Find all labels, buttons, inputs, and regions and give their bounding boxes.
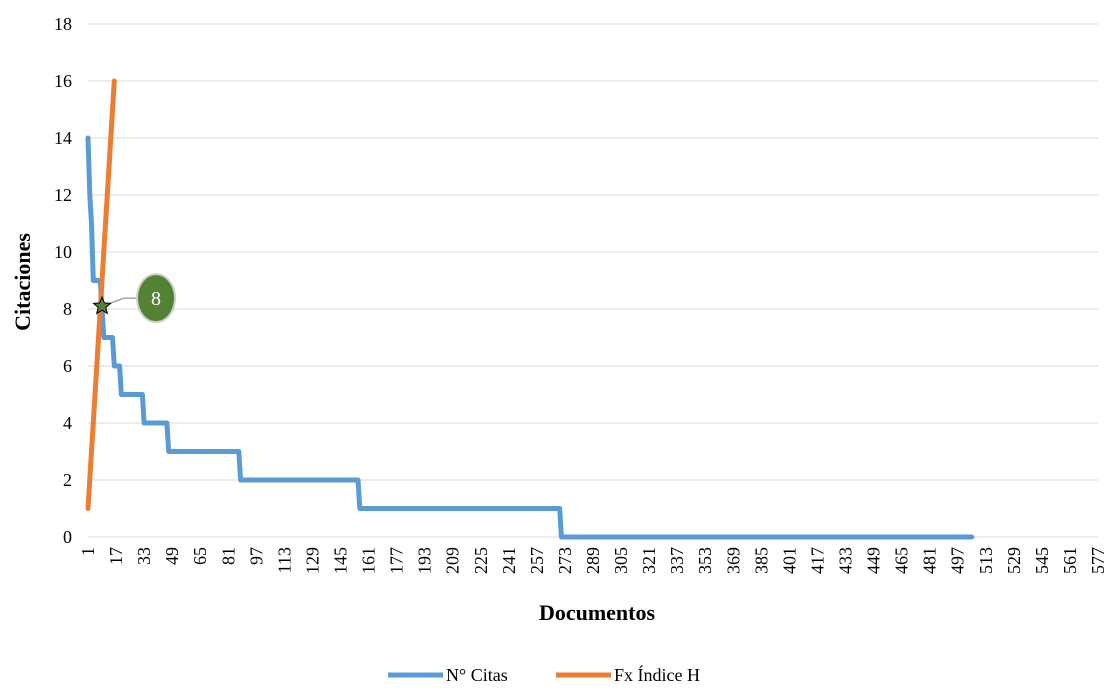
x-tick-label: 545 [1032,547,1052,574]
series-line-1 [85,78,117,511]
x-tick-label: 209 [443,547,463,574]
y-tick-label: 6 [63,356,72,376]
x-tick-label: 417 [807,547,827,574]
x-tick-label: 321 [639,547,659,574]
x-tick-label: 33 [134,547,154,565]
x-axis-title: Documentos [539,600,656,625]
x-tick-label: 433 [836,547,856,574]
y-tick-label: 12 [54,185,72,205]
y-tick-label: 8 [63,299,72,319]
x-tick-label: 1 [78,547,98,556]
intersection-annotation: 8 [92,273,177,324]
x-tick-label: 49 [162,547,182,565]
y-tick-label: 18 [54,14,72,34]
x-tick-label: 529 [1004,547,1024,574]
legend-label-0: N° Citas [446,665,508,685]
y-tick-label: 2 [63,470,72,490]
y-axis-ticks: 0 2 4 6 8 10 12 14 16 18 [54,14,72,547]
legend-label-1: Fx Índice H [614,664,700,685]
x-tick-label: 385 [751,547,771,574]
x-tick-label: 65 [190,547,210,565]
y-tick-label: 0 [63,527,72,547]
x-tick-label: 513 [976,547,996,574]
y-axis-title: Citaciones [10,233,35,331]
x-tick-label: 401 [779,547,799,574]
x-tick-label: 145 [331,547,351,574]
x-tick-label: 497 [948,547,968,574]
x-tick-label: 449 [864,547,884,574]
series-lines [85,78,975,540]
y-tick-label: 16 [54,71,72,91]
x-tick-label: 161 [359,547,379,574]
callout-label: 8 [151,288,161,310]
star-marker-icon [92,295,112,315]
x-tick-label: 369 [723,547,743,574]
x-tick-label: 129 [302,547,322,574]
x-tick-label: 257 [527,547,547,574]
x-tick-label: 481 [920,547,940,574]
x-tick-label: 289 [583,547,603,574]
x-tick-label: 81 [218,547,238,565]
x-tick-label: 113 [274,547,294,573]
x-tick-label: 337 [667,547,687,574]
x-tick-label: 17 [106,547,126,565]
x-tick-label: 273 [555,547,575,574]
y-tick-label: 4 [63,413,72,433]
x-tick-label: 577 [1088,547,1108,574]
y-tick-label: 10 [54,242,72,262]
x-tick-label: 561 [1060,547,1080,574]
x-tick-label: 305 [611,547,631,574]
callout-bubble [136,273,177,324]
series-line-0 [85,135,975,540]
x-tick-label: 177 [387,547,407,574]
x-tick-label: 193 [415,547,435,574]
x-axis-ticks: 1 17 33 49 65 81 97 113 129 145 161 177 193 209 225 241… [78,547,1108,574]
y-tick-label: 14 [54,128,72,148]
x-tick-label: 353 [695,547,715,574]
x-tick-label: 225 [471,547,491,574]
x-tick-label: 465 [892,547,912,574]
x-tick-label: 241 [499,547,519,574]
legend: N° Citas Fx Índice H [388,664,700,685]
x-tick-label: 97 [246,547,266,565]
